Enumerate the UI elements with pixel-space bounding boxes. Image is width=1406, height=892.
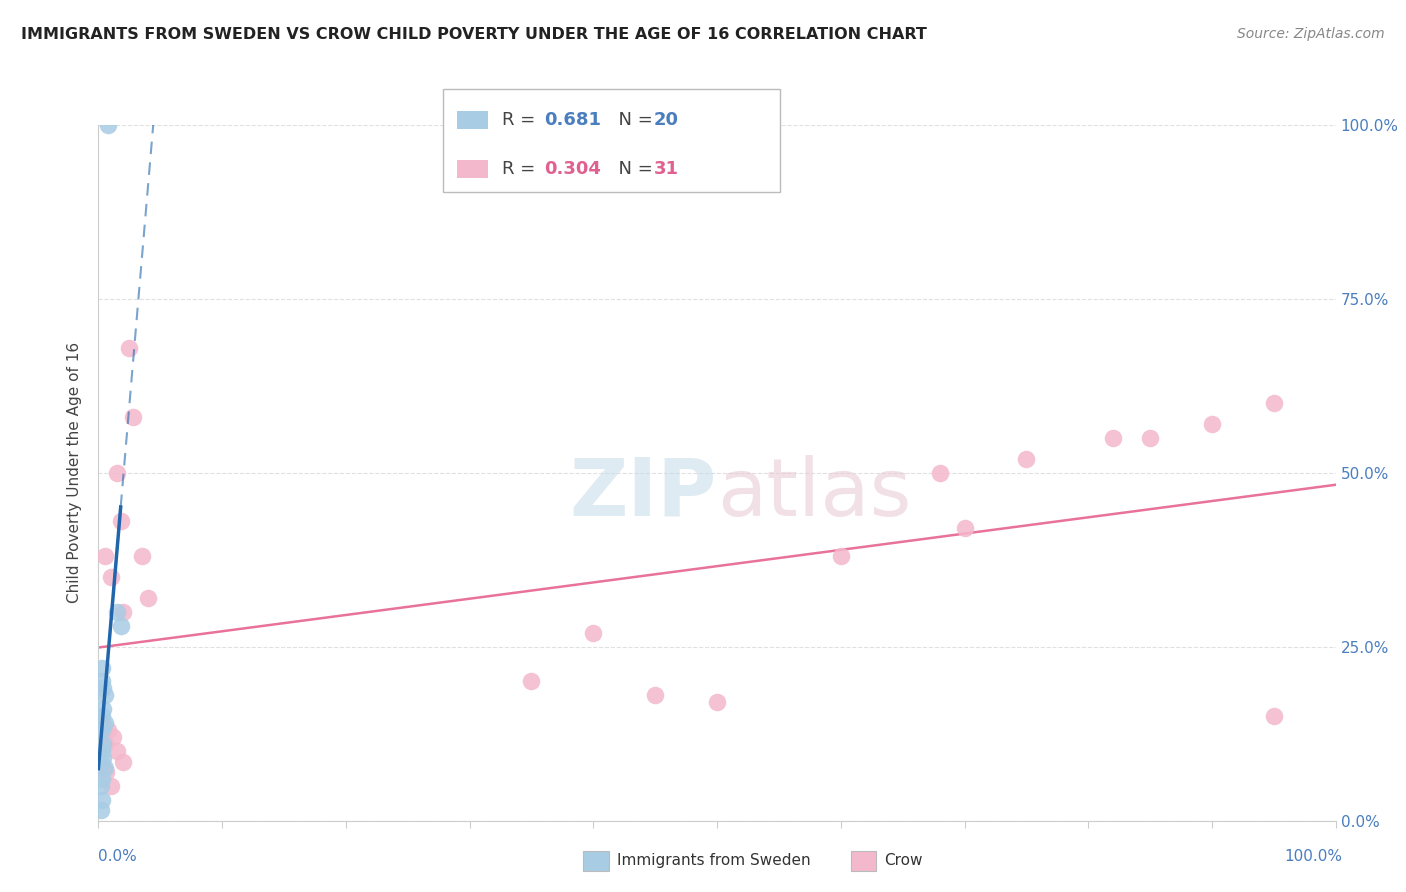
Point	[830, 549, 852, 564]
Point	[1263, 396, 1285, 410]
Y-axis label: Child Poverty Under the Age of 16: Child Poverty Under the Age of 16	[67, 343, 83, 603]
Text: 20: 20	[654, 111, 679, 129]
Text: R =: R =	[502, 111, 541, 129]
Point	[93, 737, 115, 751]
Text: 31: 31	[654, 161, 679, 178]
Point	[928, 466, 950, 480]
Text: Immigrants from Sweden: Immigrants from Sweden	[617, 854, 811, 868]
Point	[93, 761, 115, 775]
Point	[131, 549, 153, 564]
Point	[110, 619, 132, 633]
Text: N =: N =	[607, 111, 659, 129]
Point	[91, 674, 114, 689]
Point	[91, 709, 114, 723]
Point	[112, 755, 135, 769]
Point	[97, 118, 120, 132]
Point	[103, 730, 125, 744]
Text: atlas: atlas	[717, 455, 911, 533]
Point	[90, 779, 112, 793]
Text: N =: N =	[607, 161, 659, 178]
Point	[93, 549, 115, 564]
Point	[706, 695, 728, 709]
Text: R =: R =	[502, 161, 541, 178]
Point	[91, 716, 114, 731]
Point	[100, 779, 122, 793]
Point	[91, 772, 114, 786]
Point	[93, 702, 115, 716]
Point	[91, 723, 114, 738]
Point	[93, 751, 115, 765]
Point	[644, 689, 666, 703]
Point	[520, 674, 543, 689]
Point	[91, 744, 114, 758]
Point	[93, 716, 115, 731]
Text: 100.0%: 100.0%	[1285, 849, 1343, 863]
Point	[582, 625, 605, 640]
Point	[1201, 417, 1223, 431]
Text: ZIP: ZIP	[569, 455, 717, 533]
Point	[93, 689, 115, 703]
Point	[93, 681, 115, 696]
Point	[105, 605, 128, 619]
Point	[105, 466, 128, 480]
Point	[1263, 709, 1285, 723]
Point	[105, 744, 128, 758]
Point	[100, 570, 122, 584]
Point	[1139, 431, 1161, 445]
Text: IMMIGRANTS FROM SWEDEN VS CROW CHILD POVERTY UNDER THE AGE OF 16 CORRELATION CHA: IMMIGRANTS FROM SWEDEN VS CROW CHILD POV…	[21, 27, 927, 42]
Text: 0.681: 0.681	[544, 111, 602, 129]
Point	[122, 410, 145, 425]
Text: Crow: Crow	[884, 854, 922, 868]
Point	[1102, 431, 1125, 445]
Point	[91, 660, 114, 674]
Point	[118, 341, 141, 355]
Point	[953, 521, 976, 535]
Point	[112, 605, 135, 619]
Point	[94, 764, 117, 779]
Point	[90, 755, 112, 769]
Point	[136, 591, 159, 605]
Point	[110, 515, 132, 529]
Point	[93, 737, 115, 751]
Point	[91, 793, 114, 807]
Point	[90, 803, 112, 817]
Text: Source: ZipAtlas.com: Source: ZipAtlas.com	[1237, 27, 1385, 41]
Point	[1015, 451, 1038, 466]
Text: 0.304: 0.304	[544, 161, 600, 178]
Point	[97, 723, 120, 738]
Point	[93, 761, 115, 775]
Text: 0.0%: 0.0%	[98, 849, 138, 863]
